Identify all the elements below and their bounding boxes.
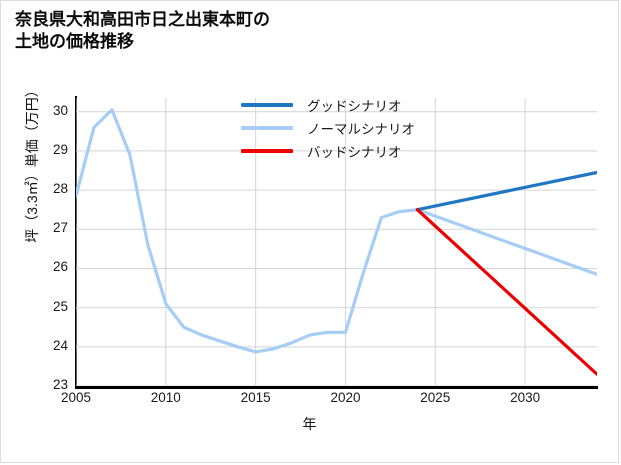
- series-lines: [76, 108, 597, 376]
- legend-item[interactable]: バッドシナリオ: [241, 139, 471, 162]
- y-tick-label: 25: [52, 298, 68, 314]
- x-axis-line: [75, 386, 598, 389]
- chart-svg: [76, 98, 597, 386]
- y-tick-label: 30: [52, 102, 68, 118]
- x-tick-label: 2030: [510, 390, 541, 405]
- legend-color-swatch: [241, 148, 293, 153]
- x-tick-label: 2020: [330, 390, 361, 405]
- legend-label: ノーマルシナリオ: [307, 121, 415, 137]
- x-axis-label: 年: [302, 416, 317, 432]
- y-tick-label: 26: [52, 259, 68, 275]
- series-line: [415, 208, 597, 376]
- legend-item[interactable]: グッドシナリオ: [241, 93, 471, 116]
- x-tick-label: 2005: [60, 390, 92, 405]
- y-tick-label: 28: [52, 181, 68, 197]
- series-line: [415, 170, 597, 212]
- legend-item[interactable]: ノーマルシナリオ: [241, 116, 471, 139]
- x-tick-label: 2010: [150, 390, 181, 405]
- y-tick-label: 24: [52, 337, 68, 353]
- series-line: [76, 108, 597, 354]
- chart-legend: グッドシナリオ ノーマルシナリオ バッドシナリオ: [241, 93, 471, 162]
- legend-label: グッドシナリオ: [307, 98, 402, 114]
- gridlines: [76, 98, 597, 386]
- y-axis-label: 坪（3.3㎡）単価（万円）: [24, 83, 40, 243]
- y-tick-label: 29: [52, 141, 68, 157]
- y-tick-label: 23: [52, 377, 68, 392]
- x-tick-label: 2025: [420, 390, 451, 405]
- page-title: 奈良県大和高田市日之出東本町の 土地の価格推移: [15, 10, 270, 52]
- x-tick-label: 2015: [240, 390, 271, 405]
- plot-area: [76, 98, 597, 386]
- legend-color-swatch: [241, 102, 293, 107]
- y-tick-label: 27: [52, 220, 68, 236]
- legend-label: バッドシナリオ: [307, 144, 402, 160]
- legend-color-swatch: [241, 125, 293, 130]
